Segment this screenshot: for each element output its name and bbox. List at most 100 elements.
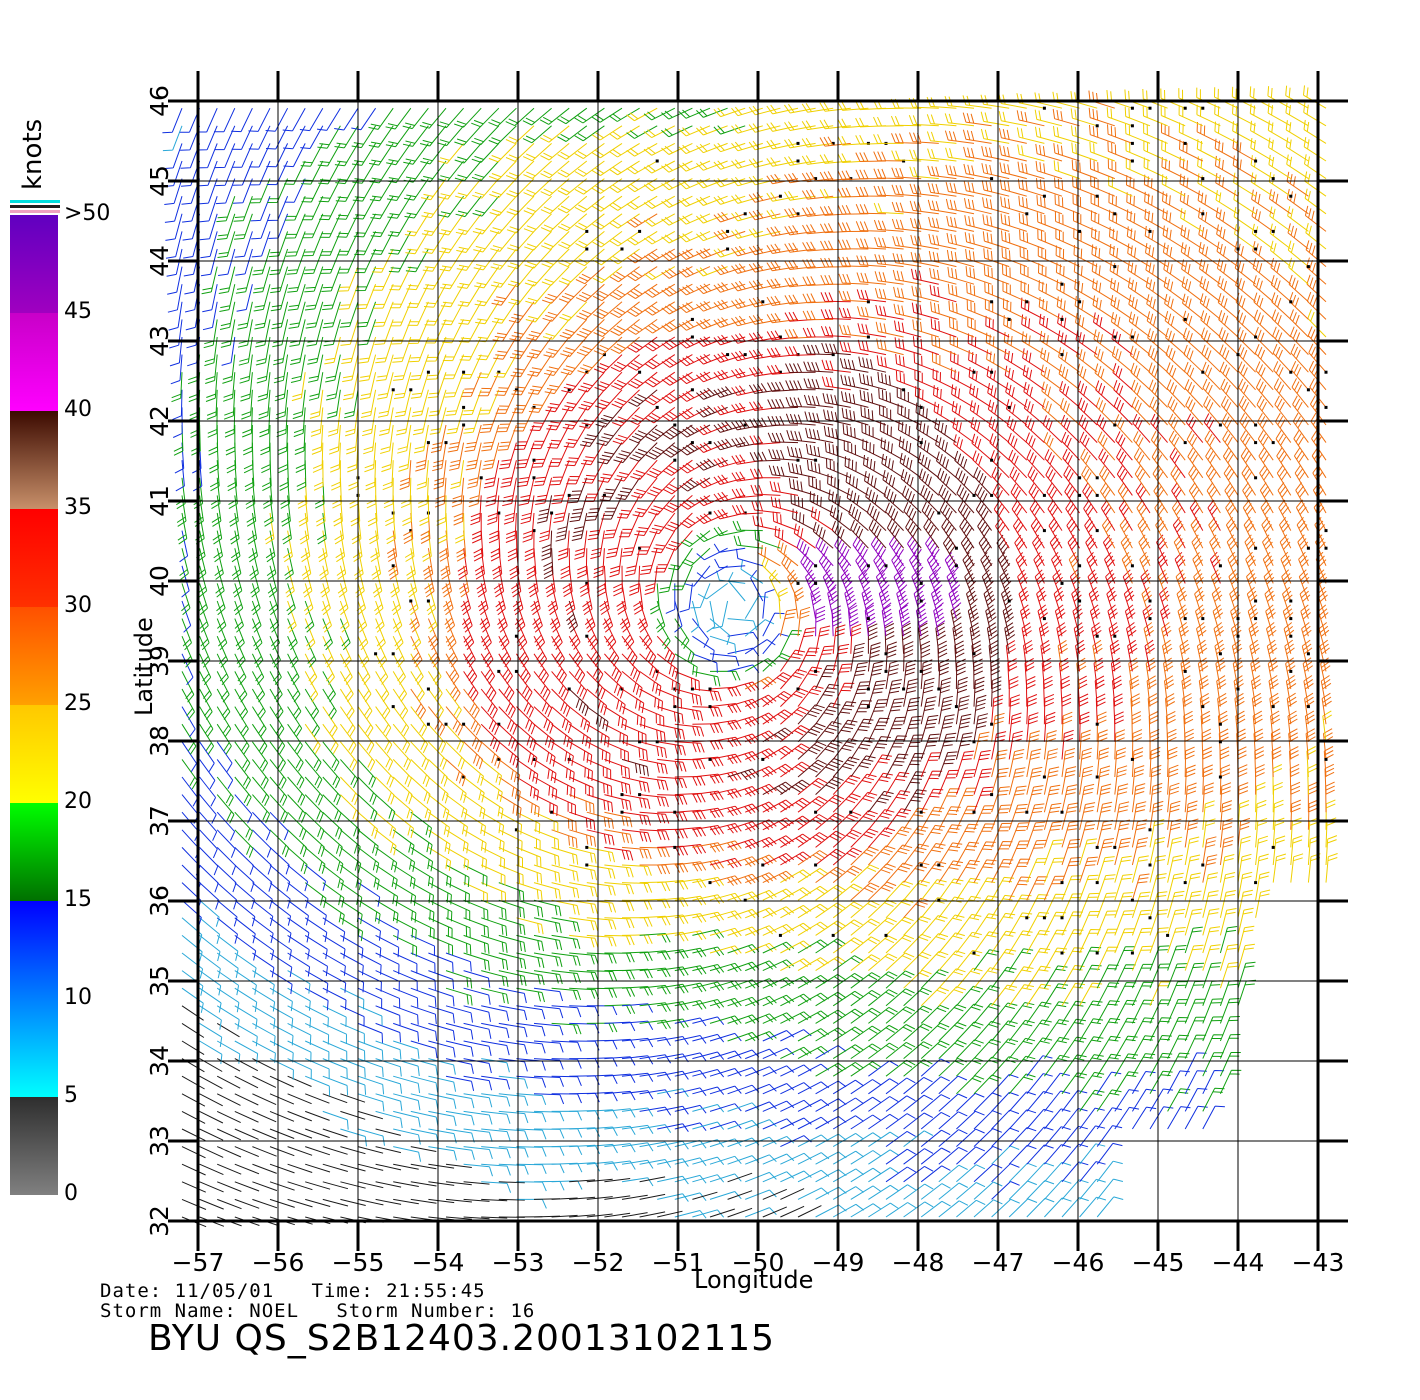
wind-barb	[428, 706, 446, 736]
wind-barb	[1079, 802, 1096, 830]
wind-barb	[1026, 748, 1042, 778]
wind-barb	[1061, 1125, 1088, 1147]
wind-barb	[592, 231, 623, 248]
wind-barb	[428, 723, 447, 753]
wind-barb	[541, 530, 553, 561]
colorbar-band	[10, 705, 58, 803]
wind-barb	[251, 723, 268, 755]
wind-barb	[621, 618, 635, 650]
wind-barb	[385, 125, 412, 148]
wind-barb	[1198, 207, 1221, 232]
wind-barb	[678, 354, 711, 367]
rain-flag-dot	[391, 511, 395, 515]
wind-barb	[780, 1170, 812, 1183]
wind-barb	[1237, 943, 1255, 971]
wind-barb	[674, 1000, 707, 1010]
wind-barb	[1287, 240, 1309, 267]
wind-barb	[236, 284, 253, 312]
wind-barb	[1304, 154, 1327, 180]
wind-barb	[1219, 926, 1238, 954]
wind-barb	[437, 125, 464, 147]
rain-flag-dot	[1130, 159, 1134, 163]
wind-barb	[574, 125, 605, 142]
wind-barb	[181, 688, 195, 720]
wind-barb	[657, 1036, 689, 1045]
wind-barb	[1178, 105, 1204, 127]
wind-barb	[692, 688, 722, 702]
wind-barb	[926, 552, 942, 584]
wind-barb	[1266, 639, 1278, 672]
wind-barb	[1065, 500, 1081, 531]
wind-barb	[920, 752, 942, 778]
wind-barb	[360, 372, 377, 400]
wind-barb	[609, 548, 623, 578]
rain-flag-dot	[1218, 775, 1222, 779]
wind-barb	[463, 1146, 493, 1160]
wind-barb	[766, 139, 799, 150]
wind-barb	[269, 1128, 295, 1139]
rain-flag-dot	[1025, 212, 1029, 216]
wind-barb	[199, 829, 218, 859]
wind-barb	[181, 565, 190, 598]
wind-barb	[639, 670, 662, 696]
rain-flag-dot	[726, 229, 730, 233]
wind-barb	[1079, 783, 1095, 813]
wind-barb	[463, 1093, 493, 1108]
wind-barb	[709, 1155, 742, 1165]
wind-barb	[727, 681, 760, 693]
wind-barb	[375, 1058, 402, 1077]
wind-barb	[1039, 330, 1063, 356]
wind-barb	[832, 793, 861, 813]
wind-barb	[762, 653, 791, 672]
wind-barb	[1008, 1127, 1037, 1147]
rain-flag-dot	[902, 159, 906, 163]
rain-flag-dot	[796, 353, 800, 357]
wind-barb	[931, 335, 957, 356]
wind-barb	[745, 819, 777, 831]
wind-barb	[750, 484, 781, 496]
wind-barb	[199, 1198, 224, 1210]
colorbar-top-stripe	[10, 210, 60, 213]
wind-barb	[973, 786, 994, 813]
wind-barb	[551, 1197, 578, 1200]
wind-barb	[938, 806, 961, 831]
wind-barb	[376, 354, 394, 382]
wind-barb	[991, 767, 1009, 795]
wind-barb	[916, 435, 940, 461]
wind-barb	[1184, 728, 1195, 760]
wind-barb	[569, 864, 598, 881]
wind-barb	[745, 836, 777, 848]
wind-barb	[304, 847, 326, 874]
wind-barb	[591, 107, 623, 123]
rain-flag-dot	[1078, 300, 1082, 304]
wind-barb	[1127, 277, 1151, 303]
wind-barb	[542, 319, 570, 340]
wind-barb	[393, 1110, 421, 1128]
rain-flag-dot	[708, 441, 712, 445]
wind-barb	[920, 1200, 951, 1218]
wind-barb	[284, 548, 294, 580]
wind-barb	[307, 354, 324, 383]
x-tick-label: −50	[732, 1248, 785, 1277]
wind-barb	[637, 600, 648, 633]
wind-barb	[393, 987, 419, 1008]
wind-barb	[912, 319, 939, 338]
rain-flag-dot	[1254, 441, 1258, 445]
wind-barb	[498, 987, 527, 1004]
wind-barb	[744, 730, 777, 743]
wind-barb	[1304, 710, 1316, 742]
wind-barb	[713, 438, 746, 451]
wind-barb	[1205, 465, 1221, 496]
wind-barb	[914, 369, 940, 391]
wind-barb	[966, 299, 992, 320]
colorbar-label: 0	[64, 1181, 78, 1206]
y-tick-label: 34	[145, 1045, 174, 1077]
wind-barb	[252, 899, 274, 927]
wind-barb	[709, 1191, 742, 1200]
rain-flag-dot	[1289, 617, 1293, 621]
rain-flag-dot	[1007, 599, 1011, 603]
wind-barb	[463, 688, 480, 719]
wind-barb	[340, 1163, 366, 1172]
wind-barb	[1114, 855, 1132, 883]
wind-barb	[815, 1045, 847, 1060]
